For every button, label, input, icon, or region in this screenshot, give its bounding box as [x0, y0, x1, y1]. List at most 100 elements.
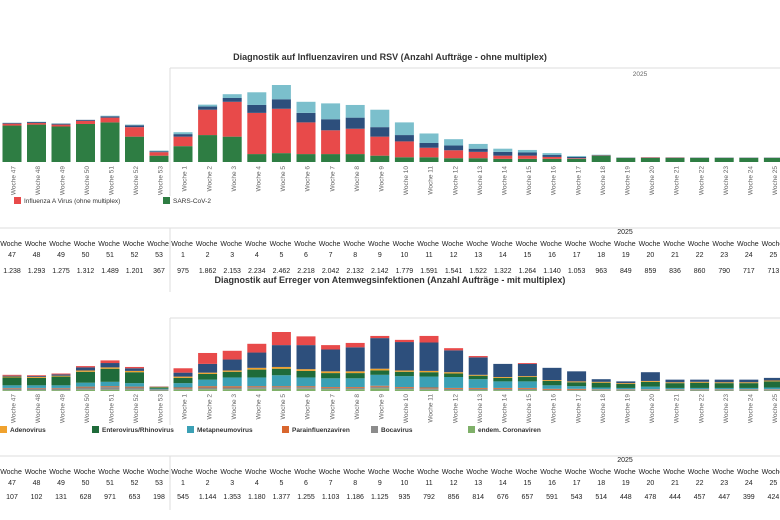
bar-segment [296, 112, 316, 123]
bar-segment [125, 383, 144, 387]
bar-segment [100, 389, 120, 391]
bar-segment [444, 372, 464, 374]
bar-segment [247, 387, 267, 389]
table-value: 2.142 [371, 268, 389, 275]
bar-segment [149, 152, 169, 156]
x-tick-label: Woche 21 [674, 394, 681, 424]
legend-swatch [92, 426, 99, 433]
bar-segment [690, 381, 710, 383]
x-tick-label: Woche 50 [84, 166, 91, 196]
bar-segment [493, 158, 513, 162]
x-tick-label: Woche 16 [551, 394, 558, 424]
bar-segment [493, 377, 513, 378]
bar-segment [345, 128, 365, 155]
table-header: Woche 19 [614, 241, 638, 259]
table-header: Woche 23 [712, 241, 736, 259]
x-tick-label: Woche 23 [723, 394, 730, 424]
bar-segment [296, 122, 316, 155]
table-header: Woche 3 [220, 241, 244, 259]
table-value: 963 [595, 268, 607, 275]
bar-segment [517, 377, 537, 382]
bar-segment [222, 359, 242, 371]
table-header: Woche 16 [540, 469, 564, 487]
x-tick-label: Woche 15 [526, 394, 533, 424]
bar-segment [247, 377, 267, 387]
x-tick-label: Woche 17 [575, 166, 582, 196]
bar-segment [173, 377, 193, 384]
bar-segment [247, 343, 267, 353]
bar-segment [51, 375, 71, 377]
bar-segment [370, 338, 390, 369]
table-value: 478 [645, 494, 657, 501]
bar-segment [419, 389, 439, 391]
table-value: 1.255 [297, 494, 315, 501]
bar-segment [173, 132, 193, 135]
legend-swatch [0, 426, 7, 433]
bar-segment [444, 377, 464, 388]
bar-segment [271, 366, 291, 369]
bar-segment [444, 350, 464, 373]
table-value: 545 [177, 494, 189, 501]
x-tick-label: Woche 8 [354, 394, 361, 420]
bar-segment [419, 133, 439, 143]
table-value: 836 [669, 268, 681, 275]
bar-segment [517, 363, 537, 377]
table-value: 1.125 [371, 494, 389, 501]
table-value: 2.132 [346, 268, 364, 275]
bar-segment [567, 158, 587, 162]
bar-segment [100, 368, 120, 382]
table-value: 1.541 [445, 268, 463, 275]
table-value: 849 [620, 268, 632, 275]
bar-segment [100, 360, 120, 364]
bar-segment [149, 389, 169, 391]
bar-segment [370, 127, 390, 137]
table-header: Woche 18 [589, 241, 613, 259]
bar-segment [247, 388, 267, 391]
table-value: 102 [31, 494, 43, 501]
legend-swatch [187, 426, 194, 433]
bar-segment [222, 94, 242, 98]
x-tick-label: Woche 48 [35, 166, 42, 196]
bar-segment [739, 383, 759, 388]
legend-swatch [282, 426, 289, 433]
table-value: 935 [399, 494, 411, 501]
bar-segment [27, 377, 46, 386]
bar-segment [763, 387, 780, 390]
table-value: 1.591 [420, 268, 438, 275]
bar-segment [394, 342, 414, 371]
bar-segment [2, 375, 22, 377]
bar-segment [2, 385, 22, 388]
bar-segment [345, 373, 365, 379]
table-value: 814 [472, 494, 484, 501]
bar-segment [247, 112, 267, 155]
bar-segment [517, 152, 537, 156]
bar-segment [394, 387, 414, 388]
x-tick-label: Woche 20 [649, 394, 656, 424]
bar-segment [567, 386, 587, 389]
table-header: Woche 2 [196, 469, 220, 487]
bar-segment [763, 389, 780, 391]
bar-segment [616, 384, 636, 388]
table-value: 860 [694, 268, 706, 275]
table-value: 457 [694, 494, 706, 501]
bar-segment [321, 154, 341, 162]
bar-segment [198, 135, 218, 162]
bar-segment [394, 371, 414, 377]
bar-segment [419, 388, 439, 390]
bar-segment [321, 119, 341, 131]
table-header: Woche 15 [516, 241, 540, 259]
bar-segment [51, 123, 71, 125]
bar-segment [591, 389, 611, 391]
x-tick-label: Woche 24 [748, 166, 755, 196]
legend-label: endem. Coronaviren [478, 427, 541, 434]
bar-segment [444, 390, 464, 391]
bar-segment [591, 382, 611, 388]
bar-segment [394, 389, 414, 391]
table-value: 676 [497, 494, 509, 501]
bar-segment [296, 345, 316, 370]
legend-swatch [371, 426, 378, 433]
bar-segment [394, 135, 414, 142]
x-tick-label: Woche 19 [625, 394, 632, 424]
x-tick-label: Woche 13 [477, 166, 484, 196]
table-header: Woche 11 [417, 469, 441, 487]
